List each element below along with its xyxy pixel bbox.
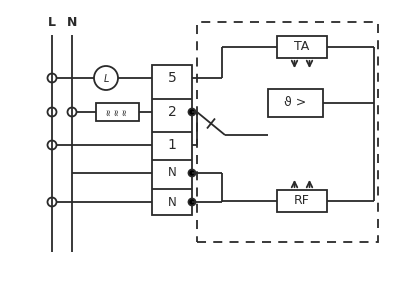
Circle shape [188, 199, 196, 206]
Text: RF: RF [294, 194, 310, 208]
Bar [268, 89, 323, 117]
Circle shape [94, 66, 118, 90]
Text: L: L [48, 16, 56, 29]
Circle shape [48, 140, 56, 149]
Bar [277, 36, 327, 58]
Bar [197, 22, 378, 242]
Text: ≈: ≈ [104, 108, 114, 116]
Circle shape [48, 107, 56, 116]
Text: 5: 5 [168, 71, 176, 85]
Circle shape [188, 169, 196, 176]
Text: ϑ >: ϑ > [284, 97, 307, 110]
Text: ≈: ≈ [120, 108, 130, 116]
Circle shape [48, 74, 56, 82]
Bar [152, 65, 192, 215]
Text: N: N [168, 167, 176, 179]
Text: 2: 2 [168, 105, 176, 119]
Bar [277, 190, 327, 212]
Text: 1: 1 [168, 138, 176, 152]
Circle shape [188, 109, 196, 116]
Circle shape [48, 197, 56, 206]
Circle shape [68, 107, 76, 116]
Text: TA: TA [294, 40, 310, 53]
Bar [96, 103, 139, 121]
Text: $\mathit{L}$: $\mathit{L}$ [102, 72, 110, 84]
Text: N: N [168, 196, 176, 208]
Text: ≈: ≈ [112, 108, 122, 116]
Text: N: N [67, 16, 77, 29]
